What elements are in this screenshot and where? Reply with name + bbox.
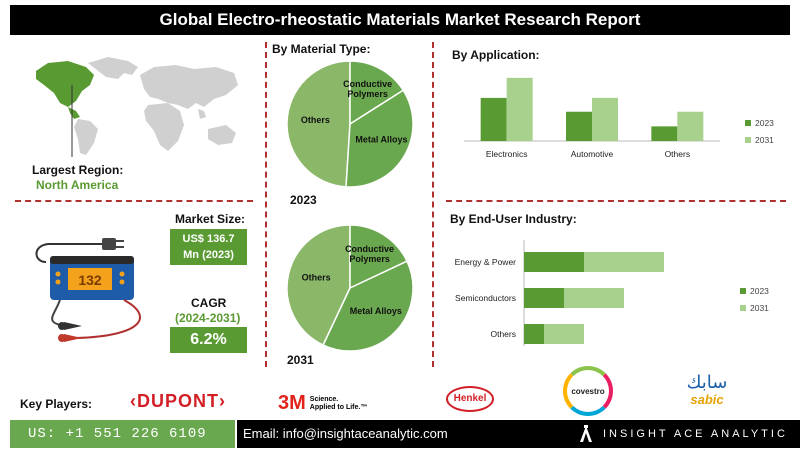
cagr-value: 6.2% bbox=[170, 327, 247, 353]
footer-email[interactable]: Email: info@insightaceanalytic.com bbox=[237, 420, 567, 448]
enduser-legend-2031: 2031 bbox=[750, 303, 769, 313]
app-bar-others-2031 bbox=[677, 111, 704, 141]
pie-label-others: Others bbox=[302, 272, 331, 282]
material-pie-2031: Others Conductive Polymers Metal Alloys bbox=[286, 224, 414, 352]
enduser-category-label: Energy & Power bbox=[455, 257, 517, 267]
pie-label-conductive-polymers: Conductive Polymers bbox=[343, 79, 392, 99]
material-pie-2023-year: 2023 bbox=[290, 193, 317, 207]
app-legend-2031: 2031 bbox=[755, 135, 774, 145]
pie-label-metal-alloys: Metal Alloys bbox=[355, 135, 407, 145]
app-legend-swatch-2031 bbox=[745, 137, 751, 143]
app-bar-others-2023 bbox=[651, 126, 678, 141]
clamp-black-icon bbox=[58, 322, 82, 330]
footer-brand: INSIGHT ACE ANALYTIC bbox=[567, 420, 800, 448]
map-south-america bbox=[74, 119, 98, 155]
pie-slice-conductive-polymers bbox=[349, 60, 405, 126]
divider-right bbox=[432, 42, 434, 367]
pie-slice-conductive-polymers bbox=[349, 224, 409, 290]
sabic-logo: سابك sabic bbox=[672, 373, 742, 407]
enduser-bar-semiconductors-2031 bbox=[564, 288, 624, 308]
market-size-line2: Mn (2023) bbox=[183, 249, 234, 261]
application-chart-title: By Application: bbox=[452, 48, 540, 62]
enduser-bar-energy-power-2023 bbox=[524, 252, 584, 272]
footer-phone[interactable]: US: +1 551 226 6109 bbox=[10, 420, 235, 448]
map-greenland bbox=[88, 57, 138, 79]
cagr-period: (2024-2031) bbox=[175, 311, 241, 325]
region-value: North America bbox=[36, 178, 119, 192]
app-legend-swatch-2023 bbox=[745, 120, 751, 126]
pie-slice-others bbox=[286, 224, 351, 347]
dupont-logo-text: DUPONT bbox=[137, 391, 219, 411]
device-display bbox=[68, 268, 112, 290]
footer-brand-text: INSIGHT ACE ANALYTIC bbox=[603, 428, 788, 440]
enduser-category-label: Others bbox=[490, 329, 516, 339]
app-bar-electronics-2031 bbox=[506, 77, 533, 141]
clamp-red-icon bbox=[58, 334, 82, 342]
app-bar-automotive-2031 bbox=[592, 97, 618, 141]
3m-mark: 3M bbox=[278, 392, 306, 414]
enduser-bar-chart: Energy & Power Semiconductors Others 2023 20… bbox=[455, 240, 769, 346]
material-chart-title: By Material Type: bbox=[272, 42, 371, 56]
divider-left bbox=[265, 42, 267, 367]
cagr-label: CAGR bbox=[191, 296, 227, 310]
map-africa bbox=[144, 103, 184, 151]
sabic-arabic: سابك bbox=[686, 372, 728, 393]
region-label: Largest Region: bbox=[32, 163, 124, 177]
pie-slice-others bbox=[286, 60, 351, 188]
device-plug bbox=[102, 238, 116, 250]
pie-label-metal-alloys: Metal Alloys bbox=[350, 306, 402, 316]
app-category-label: Automotive bbox=[571, 149, 614, 159]
sabic-latin: sabic bbox=[690, 392, 724, 407]
app-category-label: Others bbox=[665, 149, 691, 159]
market-size-label: Market Size: bbox=[175, 212, 246, 226]
brand-logo-icon bbox=[580, 425, 592, 442]
enduser-bar-others-2023 bbox=[524, 324, 544, 344]
divider-left-h bbox=[15, 200, 253, 202]
pie-slice-metal-alloys bbox=[322, 260, 414, 352]
enduser-bar-energy-power-2031 bbox=[584, 252, 664, 272]
app-bar-automotive-2023 bbox=[566, 111, 592, 141]
enduser-legend-swatch-2031 bbox=[740, 305, 746, 311]
map-north-america bbox=[36, 61, 94, 107]
3m-tagline-2: Applied to Life. bbox=[309, 403, 361, 411]
app-category-label: Electronics bbox=[486, 149, 528, 159]
market-size-line1: US$ 136.7 bbox=[182, 233, 235, 245]
market-size-box: US$ 136.7 Mn (2023) bbox=[170, 229, 247, 265]
covestro-logo: covestro bbox=[563, 366, 613, 416]
rheostat-device-icon: 132 bbox=[35, 238, 141, 342]
app-bar-electronics-2023 bbox=[480, 97, 507, 141]
henkel-logo: Henkel bbox=[446, 386, 494, 412]
key-players-label: Key Players: bbox=[20, 397, 93, 411]
map-eurasia bbox=[140, 65, 238, 109]
3m-tagline-1: Science. bbox=[309, 395, 339, 403]
page-title: Global Electro-rheostatic Materials Mark… bbox=[10, 5, 790, 35]
pie-slice-metal-alloys bbox=[345, 89, 414, 188]
enduser-bar-semiconductors-2023 bbox=[524, 288, 564, 308]
enduser-bar-others-2031 bbox=[544, 324, 584, 344]
map-asia-islands bbox=[198, 109, 206, 119]
material-pie-2023: Others Conductive Polymers Metal Alloys bbox=[286, 60, 414, 188]
3m-trademark: ™ bbox=[360, 403, 368, 411]
device-cable bbox=[35, 243, 104, 263]
enduser-category-label: Semiconductors bbox=[455, 293, 516, 303]
covestro-logo-text: covestro bbox=[571, 386, 605, 396]
enduser-legend-2023: 2023 bbox=[750, 286, 769, 296]
world-map bbox=[36, 57, 238, 157]
pie-label-others: Others bbox=[301, 115, 330, 125]
pie-label-conductive-polymers: Conductive Polymers bbox=[345, 244, 394, 264]
divider-right-h bbox=[446, 200, 786, 202]
dupont-logo: ‹DUPONT› bbox=[130, 391, 226, 411]
enduser-chart-title: By End-User Industry: bbox=[450, 212, 577, 226]
map-australia bbox=[208, 125, 236, 145]
3m-logo: 3M Science. Applied to Life.™ bbox=[278, 392, 367, 415]
application-bar-chart: Electronics Automotive Others 2023 2031 bbox=[464, 77, 774, 159]
map-central-america bbox=[68, 107, 80, 119]
device-display-value: 132 bbox=[78, 272, 102, 288]
enduser-legend-swatch-2023 bbox=[740, 288, 746, 294]
material-pie-2031-year: 2031 bbox=[287, 353, 314, 367]
app-legend-2023: 2023 bbox=[755, 118, 774, 128]
